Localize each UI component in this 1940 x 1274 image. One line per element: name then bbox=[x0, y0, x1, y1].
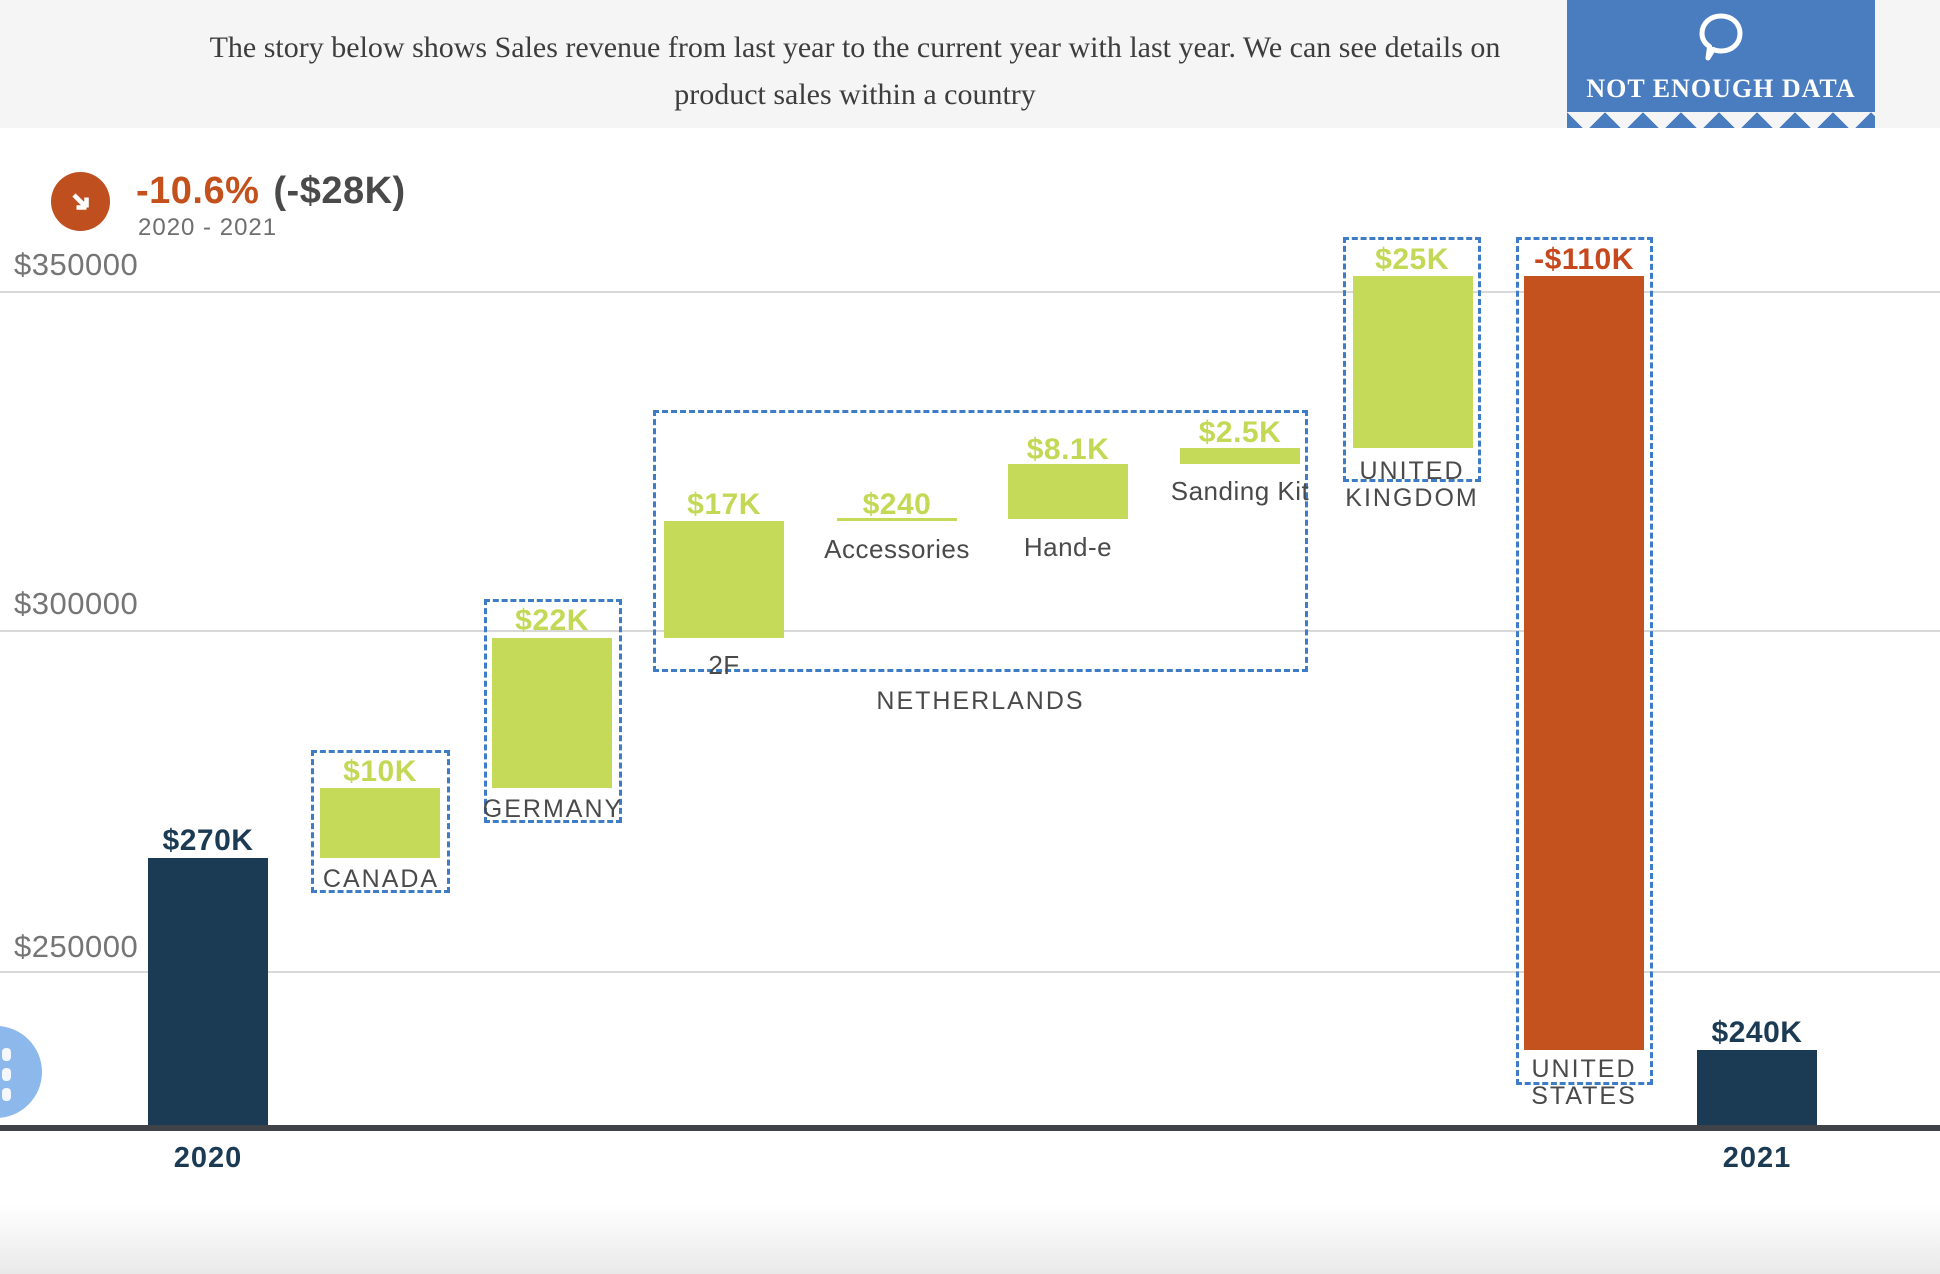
group-box-netherlands[interactable] bbox=[653, 410, 1308, 672]
group-label-united-states: UNITED STATES bbox=[1531, 1055, 1637, 1110]
x-axis-line bbox=[0, 1125, 1940, 1131]
trend-down-icon bbox=[51, 172, 110, 231]
x-tick-2021: 2021 bbox=[1722, 1142, 1792, 1174]
kpi-period: 2020 - 2021 bbox=[138, 214, 278, 241]
bar-2020-total[interactable] bbox=[148, 858, 268, 1126]
story-description: The story below shows Sales revenue from… bbox=[0, 24, 1710, 118]
value-label-united-kingdom: $25K bbox=[1375, 243, 1449, 276]
y-tick-250000: $250000 bbox=[14, 929, 139, 964]
group-box-united-kingdom[interactable] bbox=[1343, 237, 1481, 482]
handle-dot bbox=[2, 1048, 11, 1061]
badge-zigzag-edge bbox=[1567, 112, 1875, 128]
group-box-canada[interactable] bbox=[311, 750, 450, 893]
bottom-gradient bbox=[0, 1205, 1940, 1274]
bar-hand-e[interactable] bbox=[1008, 464, 1128, 519]
product-label-2f: 2F bbox=[708, 650, 740, 680]
bar-2021-total[interactable] bbox=[1697, 1050, 1817, 1126]
group-label-united-kingdom: UNITED KINGDOM bbox=[1345, 457, 1479, 512]
gridline-300000 bbox=[0, 630, 1940, 632]
story-description-line2: product sales within a country bbox=[674, 78, 1036, 111]
value-label-germany: $22K bbox=[515, 604, 589, 637]
bar-sanding-kit[interactable] bbox=[1180, 448, 1300, 464]
story-description-line1: The story below shows Sales revenue from… bbox=[209, 31, 1501, 64]
bar-germany[interactable] bbox=[492, 638, 612, 788]
handle-dot bbox=[2, 1068, 11, 1081]
value-label-sanding-kit: $2.5K bbox=[1198, 416, 1282, 449]
gridline-350000 bbox=[0, 291, 1940, 293]
drag-handle-button[interactable] bbox=[0, 1026, 42, 1118]
y-tick-300000: $300000 bbox=[14, 586, 139, 621]
kpi-change: -10.6% (-$28K) bbox=[136, 170, 406, 213]
value-label-united-states: -$110K bbox=[1534, 243, 1634, 276]
bar-canada[interactable] bbox=[320, 788, 440, 858]
gridline-250000 bbox=[0, 971, 1940, 973]
value-label-2021: $240K bbox=[1711, 1016, 1803, 1049]
not-enough-data-badge[interactable]: NOT ENOUGH DATA bbox=[1567, 0, 1875, 112]
value-label-hand-e: $8.1K bbox=[1026, 433, 1110, 466]
value-label-accessories: $240 bbox=[862, 488, 932, 521]
bar-united-kingdom[interactable] bbox=[1353, 276, 1473, 448]
group-label-netherlands: NETHERLANDS bbox=[876, 687, 1085, 715]
product-label-sanding-kit: Sanding Kit bbox=[1170, 476, 1310, 506]
value-label-canada: $10K bbox=[343, 755, 417, 788]
group-box-germany[interactable] bbox=[484, 599, 622, 823]
speech-bubble-icon bbox=[1695, 10, 1747, 69]
product-label-accessories: Accessories bbox=[824, 534, 970, 564]
kpi-amount: (-$28K) bbox=[273, 170, 406, 212]
x-tick-2020: 2020 bbox=[173, 1142, 243, 1174]
group-label-germany: GERMANY bbox=[482, 795, 624, 823]
bar-2f[interactable] bbox=[664, 521, 784, 638]
bar-accessories[interactable] bbox=[837, 518, 957, 521]
bar-united-states[interactable] bbox=[1524, 276, 1644, 1050]
value-label-2020: $270K bbox=[162, 824, 254, 857]
group-label-canada: CANADA bbox=[322, 865, 440, 893]
group-box-united-states[interactable] bbox=[1516, 237, 1653, 1085]
handle-dot bbox=[2, 1088, 11, 1101]
kpi-percent: -10.6% bbox=[136, 170, 260, 212]
y-tick-350000: $350000 bbox=[14, 247, 139, 282]
product-label-hand-e: Hand-e bbox=[1023, 532, 1113, 562]
badge-label: NOT ENOUGH DATA bbox=[1586, 74, 1856, 103]
value-label-2f: $17K bbox=[687, 488, 761, 521]
